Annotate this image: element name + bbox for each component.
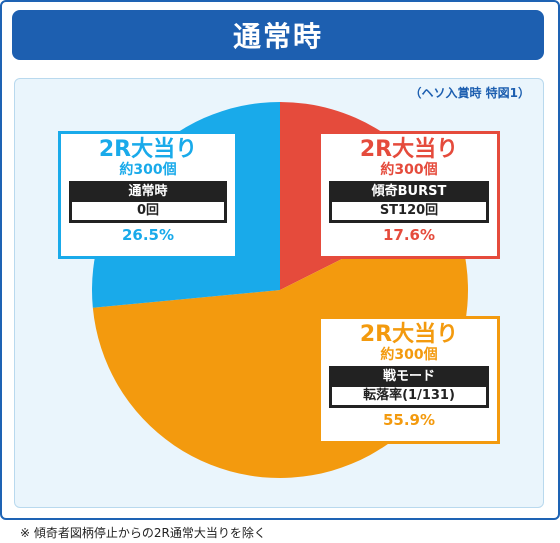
slice-amount: 約300個	[119, 162, 177, 178]
slice-amount: 約300個	[380, 162, 438, 178]
slice-percent: 55.9%	[382, 411, 436, 429]
slice-st: ST120回	[332, 202, 486, 220]
slice-percent: 26.5%	[121, 226, 175, 244]
slice-kind: 2R大当り	[359, 137, 459, 162]
slice-amount: 約300個	[380, 347, 438, 363]
slice-st: 転落率(1/131)	[332, 387, 486, 405]
slice-box-normal: 2R大当り 約300個 通常時 0回 26.5%	[58, 131, 238, 259]
condition-note: （ヘソ入賞時 特図1）	[409, 86, 530, 100]
slice-mode-box: 戦モード 転落率(1/131)	[329, 366, 489, 408]
slice-mode: 通常時	[128, 184, 168, 199]
slice-mode: 戦モード	[382, 369, 435, 384]
slice-mode-box: 通常時 0回	[69, 181, 227, 223]
slice-st: 0回	[72, 202, 224, 220]
slice-box-burst: 2R大当り 約300個 傾奇BURST ST120回 17.6%	[318, 131, 500, 259]
slice-mode-box: 傾奇BURST ST120回	[329, 181, 489, 223]
chart-title: 通常時	[12, 10, 544, 60]
slice-kind: 2R大当り	[359, 322, 459, 347]
slice-kind: 2R大当り	[98, 137, 198, 162]
slice-mode: 傾奇BURST	[371, 184, 447, 199]
footnote: ※ 傾奇者図柄停止からの2R通常大当りを除く	[20, 526, 266, 540]
slice-box-sen-mode: 2R大当り 約300個 戦モード 転落率(1/131) 55.9%	[318, 316, 500, 444]
slice-percent: 17.6%	[382, 226, 436, 244]
